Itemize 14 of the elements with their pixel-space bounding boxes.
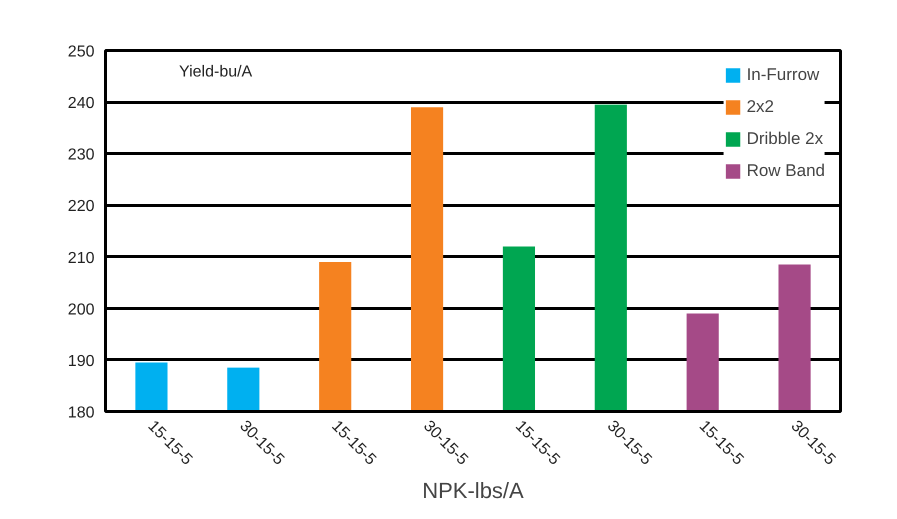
y-tick-label: 190 (68, 352, 95, 370)
y-tick-label: 210 (68, 250, 95, 267)
legend-label: 2x2 (746, 97, 774, 117)
legend-label: Row Band (746, 161, 825, 181)
legend-label: In-Furrow (746, 65, 820, 85)
y-tick-label: 240 (68, 95, 95, 112)
y-tick-label: 180 (68, 404, 95, 422)
legend-label: Dribble 2x (746, 129, 824, 149)
y-tick-label: 250 (68, 44, 95, 60)
y-tick-label: 200 (68, 301, 95, 318)
y-axis-title: Yield-bu/A (179, 64, 253, 80)
y-tick-label: 230 (68, 146, 95, 164)
y-tick-label: 220 (68, 198, 95, 216)
x-axis-title: NPK-lbs/A (422, 478, 524, 503)
